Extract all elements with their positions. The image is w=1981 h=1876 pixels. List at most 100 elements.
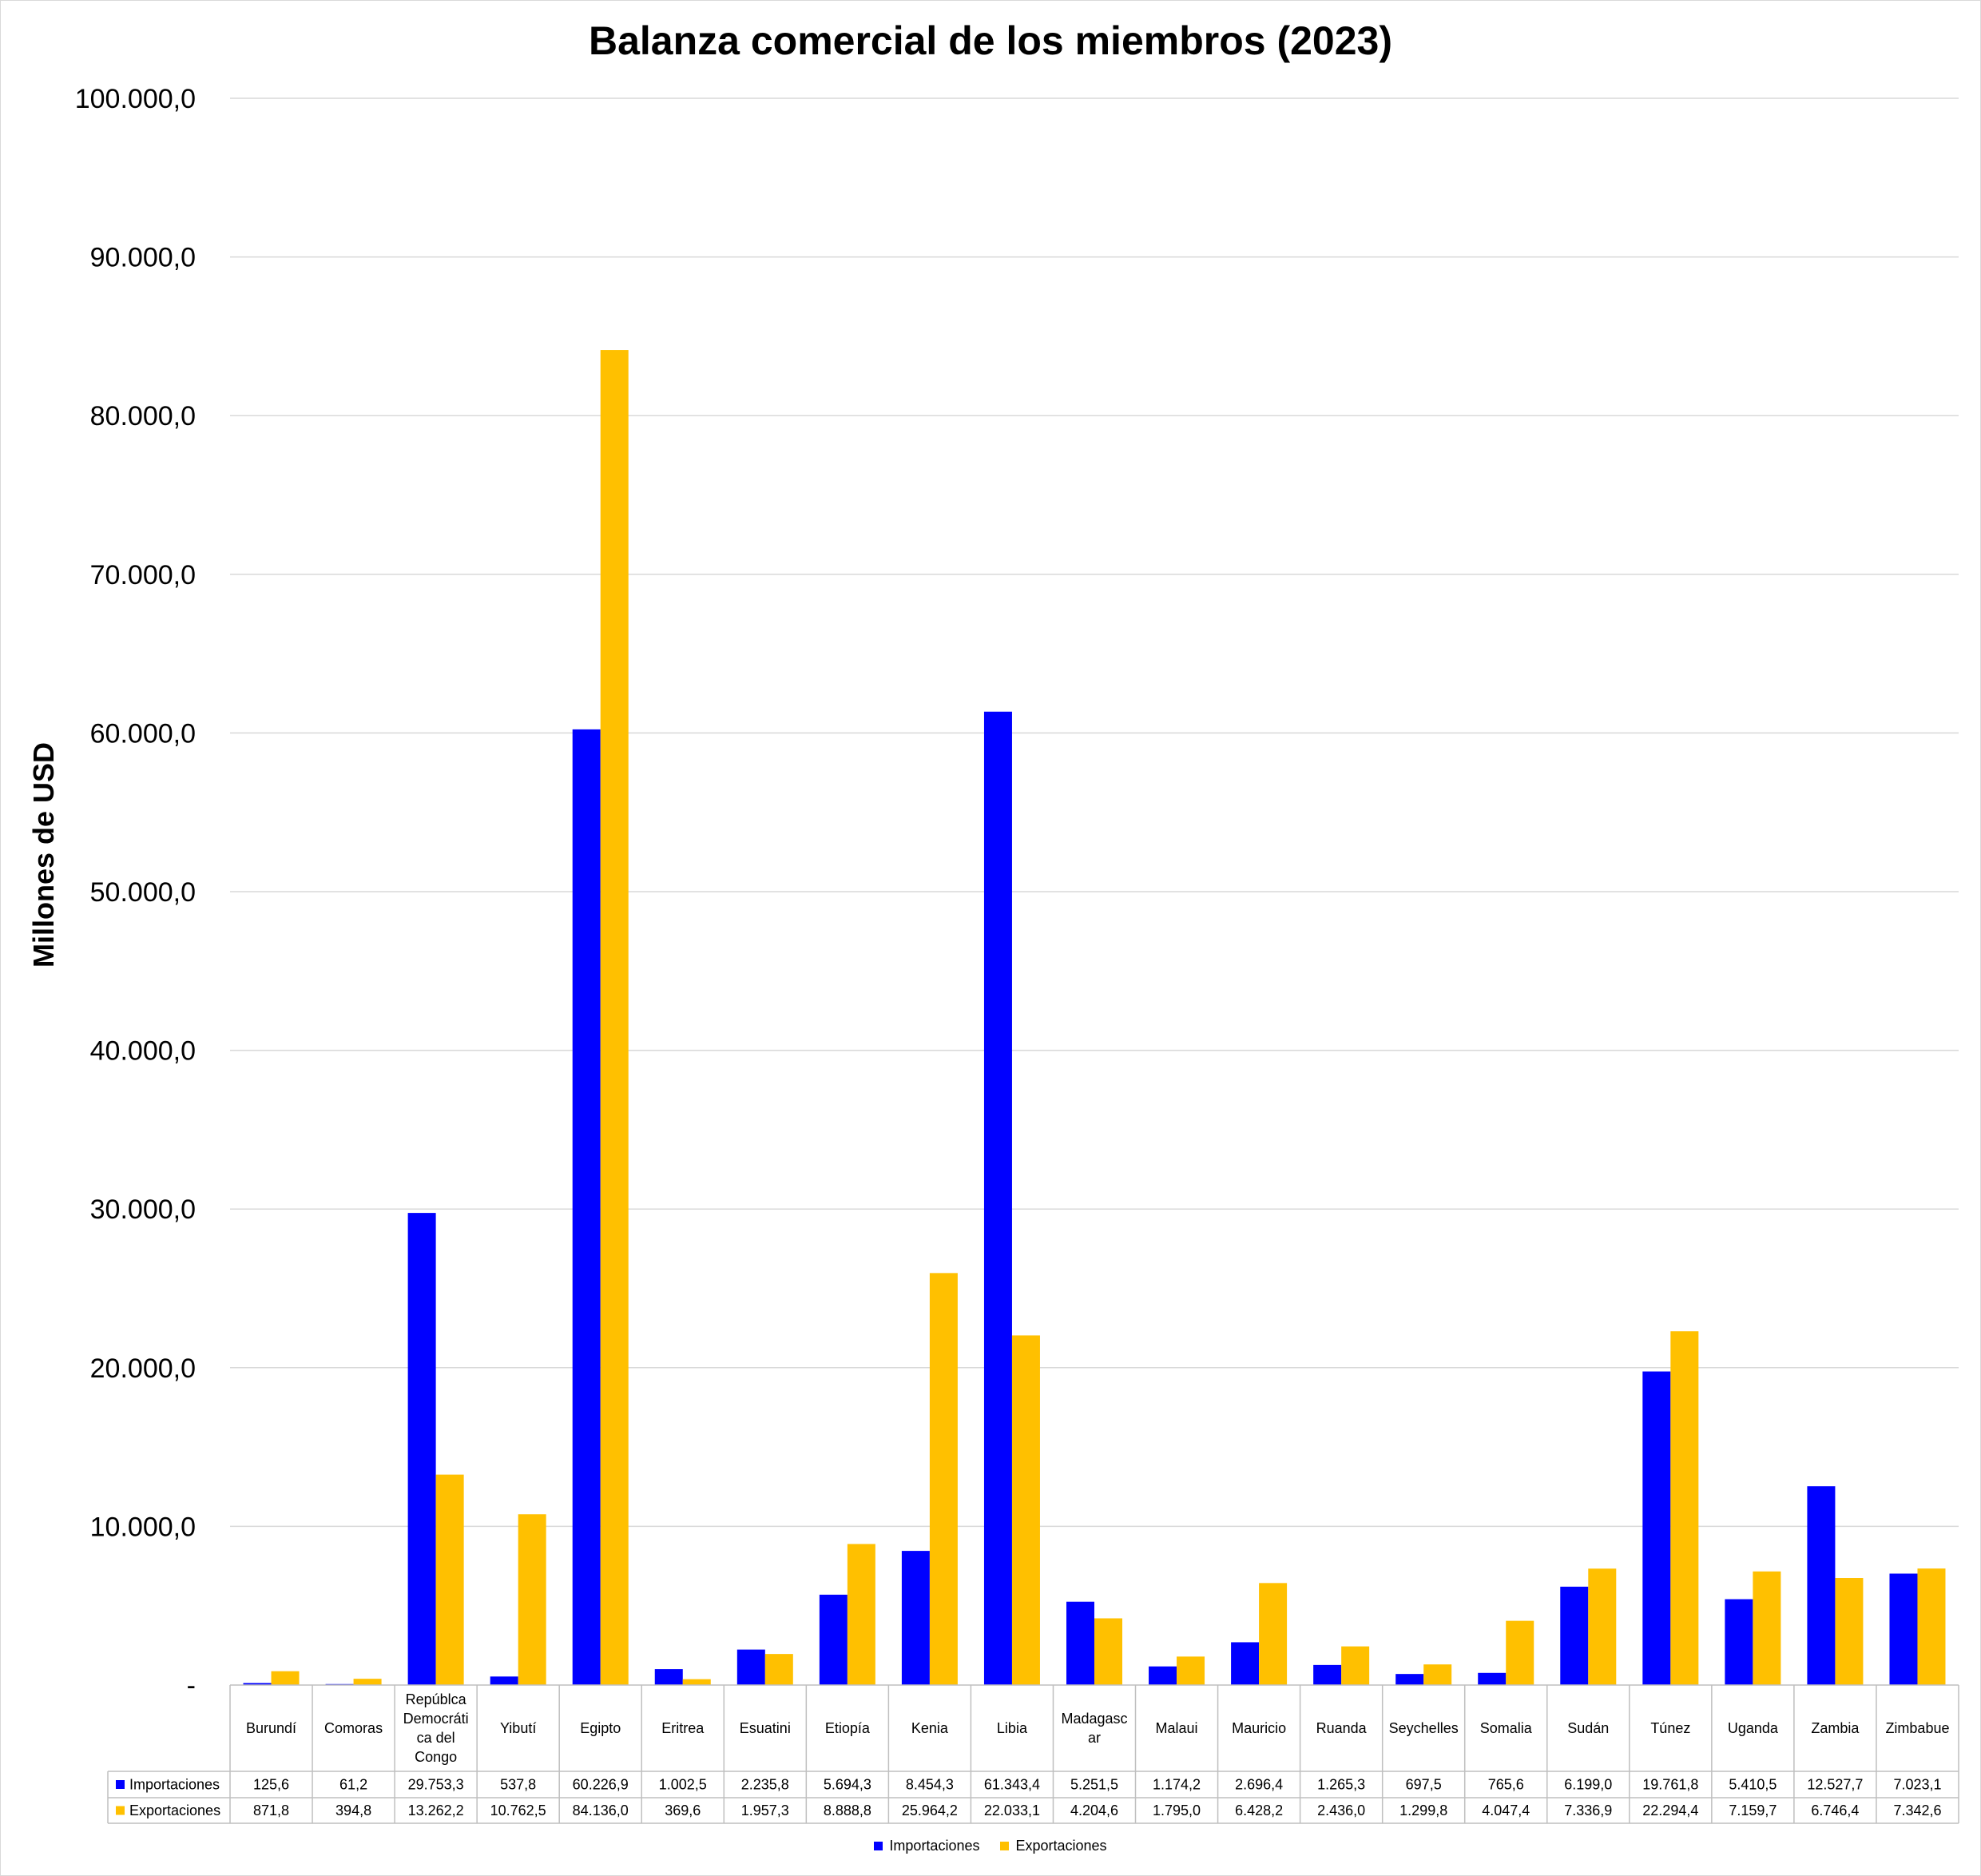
- legend-label-imports: Importaciones: [889, 1838, 980, 1854]
- x-tick-label: Comoras: [324, 1720, 383, 1736]
- table-value: 4.204,6: [1070, 1802, 1118, 1818]
- bar-exportaciones: [1670, 1331, 1699, 1685]
- y-tick-label: 50.000,0: [90, 877, 196, 908]
- bar-exportaciones: [1588, 1568, 1617, 1685]
- table-value: 6.746,4: [1811, 1802, 1859, 1818]
- bar-exportaciones: [1917, 1568, 1946, 1685]
- bar-importaciones: [572, 729, 601, 1685]
- table-legend-key: [116, 1806, 125, 1815]
- bar-exportaciones: [764, 1654, 793, 1685]
- bar-importaciones: [1889, 1573, 1918, 1685]
- table-value: 6.428,2: [1235, 1802, 1283, 1818]
- table-value: 1.299,8: [1399, 1802, 1447, 1818]
- x-tick-label: Yibutí: [500, 1720, 536, 1736]
- table-value: 125,6: [253, 1777, 289, 1793]
- table-value: 13.262,2: [408, 1802, 464, 1818]
- x-tick-label: Egipto: [580, 1720, 621, 1736]
- x-tick-label: Kenia: [911, 1720, 949, 1736]
- table-series-label: Exportaciones: [129, 1802, 220, 1818]
- bar-importaciones: [243, 1683, 272, 1685]
- bar-exportaciones: [271, 1671, 300, 1685]
- table-value: 7.342,6: [1893, 1802, 1941, 1818]
- legend-item-exports: Exportaciones: [1000, 1838, 1107, 1854]
- x-tick-label: Túnez: [1650, 1720, 1690, 1736]
- bar-exportaciones: [1177, 1656, 1205, 1685]
- bar-exportaciones: [1259, 1583, 1288, 1685]
- table-value: 7.023,1: [1893, 1777, 1941, 1793]
- table-value: 394,8: [335, 1802, 371, 1818]
- table-value: 4.047,4: [1482, 1802, 1530, 1818]
- table-series-label: Importaciones: [129, 1777, 220, 1793]
- x-tick-label: Ruanda: [1316, 1720, 1368, 1736]
- gridlines: [230, 97, 1959, 1528]
- x-tick-label: Libia: [997, 1720, 1028, 1736]
- bar-importaciones: [1231, 1642, 1260, 1685]
- table-value: 29.753,3: [408, 1777, 464, 1793]
- bar-importaciones: [1478, 1672, 1507, 1685]
- x-tick-label: Zimbabue: [1885, 1720, 1949, 1736]
- table-value: 2.235,8: [741, 1777, 789, 1793]
- table-value: 537,8: [500, 1777, 536, 1793]
- y-tick-label: 20.000,0: [90, 1353, 196, 1384]
- table-value: 871,8: [253, 1802, 289, 1818]
- table-value: 8.888,8: [824, 1802, 871, 1818]
- table-value: 5.694,3: [824, 1777, 871, 1793]
- bar-importaciones: [1642, 1371, 1671, 1685]
- bar-exportaciones: [1423, 1664, 1452, 1685]
- bar-importaciones: [983, 711, 1012, 1685]
- table-value: 765,6: [1488, 1777, 1524, 1793]
- bar-exportaciones: [353, 1679, 382, 1685]
- bar-exportaciones: [847, 1544, 875, 1685]
- bar-importaciones: [1149, 1666, 1177, 1685]
- table-value: 5.251,5: [1070, 1777, 1118, 1793]
- table-value: 2.436,0: [1317, 1802, 1365, 1818]
- bar-importaciones: [736, 1649, 765, 1685]
- bar-exportaciones: [435, 1474, 464, 1685]
- table-value: 7.336,9: [1564, 1802, 1612, 1818]
- table-value: 10.762,5: [490, 1802, 546, 1818]
- y-tick-label: 30.000,0: [90, 1194, 196, 1225]
- bar-exportaciones: [1506, 1620, 1534, 1685]
- table-value: 61,2: [339, 1777, 367, 1793]
- table-value: 369,6: [665, 1802, 701, 1818]
- x-tick-label: Eritrea: [661, 1720, 705, 1736]
- legend-swatch-imports: [874, 1842, 883, 1850]
- legend-label-exports: Exportaciones: [1015, 1838, 1107, 1854]
- y-tick-label: 80.000,0: [90, 401, 196, 431]
- table-value: 1.795,0: [1153, 1802, 1201, 1818]
- table-value: 19.761,8: [1642, 1777, 1698, 1793]
- bar-importaciones: [1725, 1599, 1753, 1685]
- bars: [243, 350, 1946, 1685]
- x-tick-label: Madagasc ar: [1061, 1711, 1127, 1746]
- table-value: 2.696,4: [1235, 1777, 1283, 1793]
- legend: Importaciones Exportaciones: [0, 1838, 1981, 1854]
- bar-importaciones: [654, 1669, 683, 1685]
- table-value: 60.226,9: [573, 1777, 629, 1793]
- y-tick-label: 10.000,0: [90, 1512, 196, 1542]
- legend-item-imports: Importaciones: [874, 1838, 979, 1854]
- bar-exportaciones: [929, 1273, 958, 1685]
- legend-swatch-exports: [1000, 1842, 1010, 1850]
- bar-importaciones: [1560, 1586, 1589, 1685]
- table-value: 84.136,0: [573, 1802, 629, 1818]
- table-value: 1.265,3: [1317, 1777, 1365, 1793]
- y-tick-label: 90.000,0: [90, 243, 196, 273]
- y-tick-label: 70.000,0: [90, 560, 196, 590]
- table-value: 6.199,0: [1564, 1777, 1612, 1793]
- x-tick-label: Sudán: [1567, 1720, 1609, 1736]
- x-tick-label: Esuatini: [740, 1720, 791, 1736]
- table-value: 1.002,5: [659, 1777, 707, 1793]
- bar-importaciones: [490, 1676, 518, 1685]
- x-tick-label: Repúblca Democráti ca del Congo: [403, 1691, 469, 1765]
- table-value: 7.159,7: [1729, 1802, 1777, 1818]
- table-value: 25.964,2: [902, 1802, 958, 1818]
- bar-exportaciones: [1011, 1335, 1040, 1685]
- table-value: 8.454,3: [906, 1777, 954, 1793]
- table-value: 1.174,2: [1153, 1777, 1201, 1793]
- bar-exportaciones: [1753, 1571, 1781, 1685]
- table-value: 5.410,5: [1729, 1777, 1777, 1793]
- bar-importaciones: [407, 1213, 436, 1685]
- bar-importaciones: [1395, 1674, 1424, 1685]
- bar-exportaciones: [1094, 1618, 1122, 1685]
- table-value: 12.527,7: [1807, 1777, 1863, 1793]
